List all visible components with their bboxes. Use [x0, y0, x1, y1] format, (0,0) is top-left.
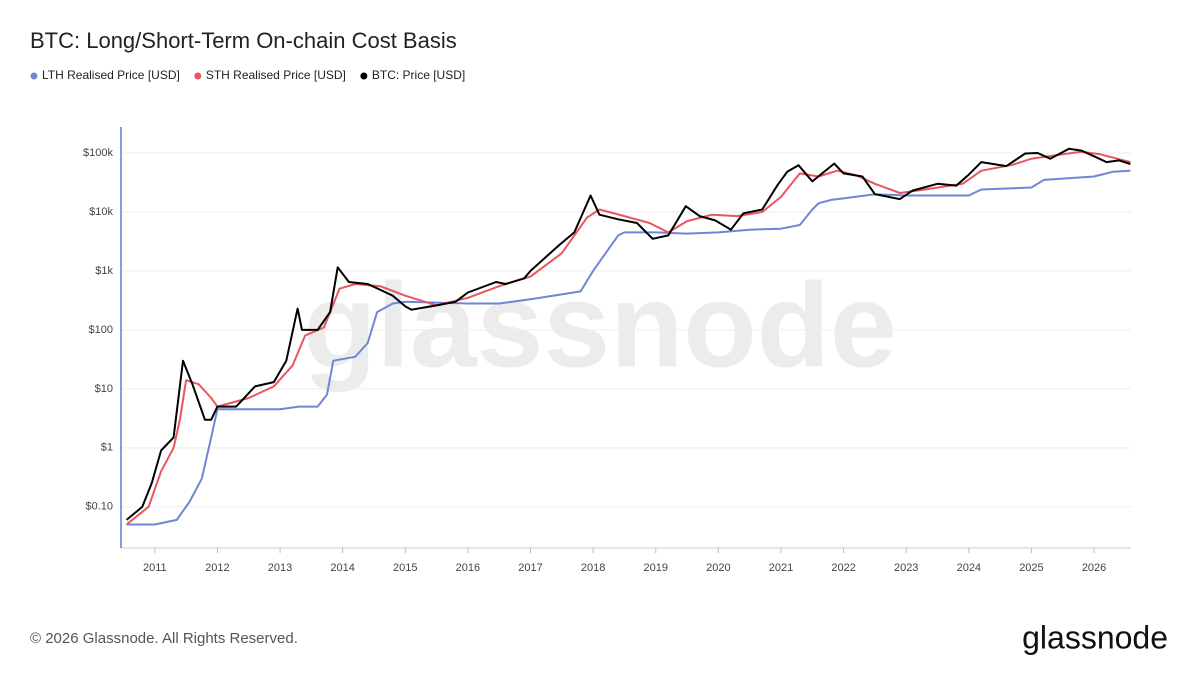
- x-tick-label: 2022: [831, 562, 855, 574]
- x-tick-label: 2019: [644, 562, 668, 574]
- x-tick-label: 2012: [205, 562, 229, 574]
- y-tick-label: $1: [101, 442, 113, 454]
- x-tick-label: 2023: [894, 562, 918, 574]
- series-line: [126, 169, 1131, 526]
- legend-marker: [360, 72, 368, 80]
- y-tick-label: $100k: [83, 147, 113, 159]
- x-tick-label: 2026: [1082, 562, 1106, 574]
- x-tick-label: 2024: [957, 562, 981, 574]
- legend: LTH Realised Price [USD] STH Realised Pri…: [30, 68, 465, 82]
- x-tick-label: 2021: [769, 562, 793, 574]
- y-tick-label: $100: [89, 324, 113, 336]
- x-tick-label: 2017: [518, 562, 542, 574]
- legend-marker: [30, 72, 38, 80]
- logo: glassnode: [1022, 619, 1168, 655]
- x-tick-label: 2020: [706, 562, 730, 574]
- legend-label: LTH Realised Price [USD]: [42, 68, 180, 82]
- x-tick-label: 2014: [330, 562, 354, 574]
- legend-label: STH Realised Price [USD]: [206, 68, 346, 82]
- y-tick-label: $10: [95, 383, 113, 395]
- y-tick-label: $1k: [95, 265, 113, 277]
- x-tick-label: 2013: [268, 562, 292, 574]
- series-line: [125, 147, 1131, 521]
- chart-title: BTC: Long/Short-Term On-chain Cost Basis: [30, 28, 457, 53]
- series-line: [125, 150, 1131, 526]
- legend-label: BTC: Price [USD]: [372, 68, 465, 82]
- x-tick-label: 2025: [1019, 562, 1043, 574]
- watermark: glassnode: [303, 259, 897, 393]
- x-tick-label: 2015: [393, 562, 417, 574]
- legend-marker: [194, 72, 202, 80]
- x-tick-label: 2018: [581, 562, 605, 574]
- x-tick-label: 2011: [143, 562, 167, 574]
- footer: © 2026 Glassnode. All Rights Reserved.: [30, 630, 298, 647]
- y-tick-label: $10k: [89, 206, 113, 218]
- y-tick-label: $0.10: [85, 501, 113, 513]
- x-tick-label: 2016: [456, 562, 480, 574]
